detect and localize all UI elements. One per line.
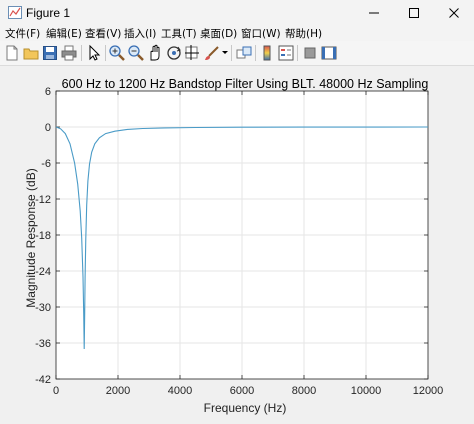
menu-bar: 文件(F) 编辑(E) 查看(V) 插入(I) 工具(T) 桌面(D) 窗口(W… xyxy=(0,25,474,41)
toolbar-separator xyxy=(105,45,106,61)
chart-title: 600 Hz to 1200 Hz Bandstop Filter Using … xyxy=(62,77,429,91)
menu-view[interactable]: 查看(V) xyxy=(85,28,122,40)
y-tick-label: 0 xyxy=(45,122,51,134)
maximize-icon xyxy=(409,7,419,18)
menu-insert[interactable]: 插入(I) xyxy=(124,28,157,40)
print-icon[interactable] xyxy=(60,44,78,62)
link-plot-icon[interactable] xyxy=(235,44,253,62)
chevron-down-icon[interactable] xyxy=(221,50,229,56)
rotate-3d-icon[interactable] xyxy=(165,44,183,62)
window-title: Figure 1 xyxy=(26,6,71,20)
menu-desktop[interactable]: 桌面(D) xyxy=(200,28,238,40)
y-tick-label: -18 xyxy=(35,230,51,242)
menu-file[interactable]: 文件(F) xyxy=(5,28,41,40)
close-icon xyxy=(449,7,459,18)
close-button[interactable] xyxy=(434,0,474,25)
hide-plot-tools-icon[interactable] xyxy=(301,44,319,62)
save-icon[interactable] xyxy=(41,44,59,62)
x-tick-label: 8000 xyxy=(292,385,316,397)
pan-icon[interactable] xyxy=(146,44,164,62)
open-file-icon[interactable] xyxy=(22,44,40,62)
colorbar-icon[interactable] xyxy=(258,44,276,62)
menu-edit[interactable]: 编辑(E) xyxy=(46,28,82,40)
x-tick-label: 6000 xyxy=(230,385,254,397)
x-tick-label: 4000 xyxy=(168,385,192,397)
pointer-icon[interactable] xyxy=(85,44,103,62)
y-tick-label: -6 xyxy=(41,158,51,170)
y-tick-label: -36 xyxy=(35,338,51,350)
y-tick-label: -42 xyxy=(35,374,51,386)
toolbar-separator xyxy=(297,45,298,61)
toolbar-separator xyxy=(255,45,256,61)
y-tick-label: -30 xyxy=(35,302,51,314)
figure-app-icon xyxy=(8,6,22,19)
figure-canvas[interactable]: 0 2000 4000 6000 8000 10000 12000 6 0 -6 -12 -18 -24… xyxy=(0,66,474,419)
x-tick-label: 10000 xyxy=(351,385,382,397)
menu-tools[interactable]: 工具(T) xyxy=(161,28,197,40)
new-figure-icon[interactable] xyxy=(3,44,21,62)
menu-window[interactable]: 窗口(W) xyxy=(241,28,281,40)
brush-icon[interactable] xyxy=(203,44,221,62)
y-axis-label: Magnitude Response (dB) xyxy=(24,168,38,307)
legend-icon[interactable] xyxy=(277,44,295,62)
title-bar: Figure 1 xyxy=(0,0,474,25)
show-plot-tools-icon[interactable] xyxy=(320,44,338,62)
toolbar xyxy=(0,41,474,66)
line-chart[interactable]: 0 2000 4000 6000 8000 10000 12000 6 0 -6 -12 -18 -24… xyxy=(0,66,474,419)
menu-help[interactable]: 帮助(H) xyxy=(285,28,323,40)
x-tick-label: 0 xyxy=(53,385,59,397)
y-tick-label: -12 xyxy=(35,194,51,206)
toolbar-separator xyxy=(81,45,82,61)
minimize-button[interactable] xyxy=(354,0,394,25)
x-tick-label: 12000 xyxy=(413,385,444,397)
zoom-in-icon[interactable] xyxy=(108,44,126,62)
y-tick-label: 6 xyxy=(45,86,51,98)
x-tick-label: 2000 xyxy=(106,385,130,397)
data-cursor-icon[interactable] xyxy=(184,44,202,62)
series-line xyxy=(55,126,429,350)
minimize-icon xyxy=(369,12,379,13)
toolbar-separator xyxy=(231,45,232,61)
zoom-out-icon[interactable] xyxy=(127,44,145,62)
x-axis-label: Frequency (Hz) xyxy=(204,401,287,415)
maximize-button[interactable] xyxy=(394,0,434,25)
y-tick-label: -24 xyxy=(35,266,51,278)
